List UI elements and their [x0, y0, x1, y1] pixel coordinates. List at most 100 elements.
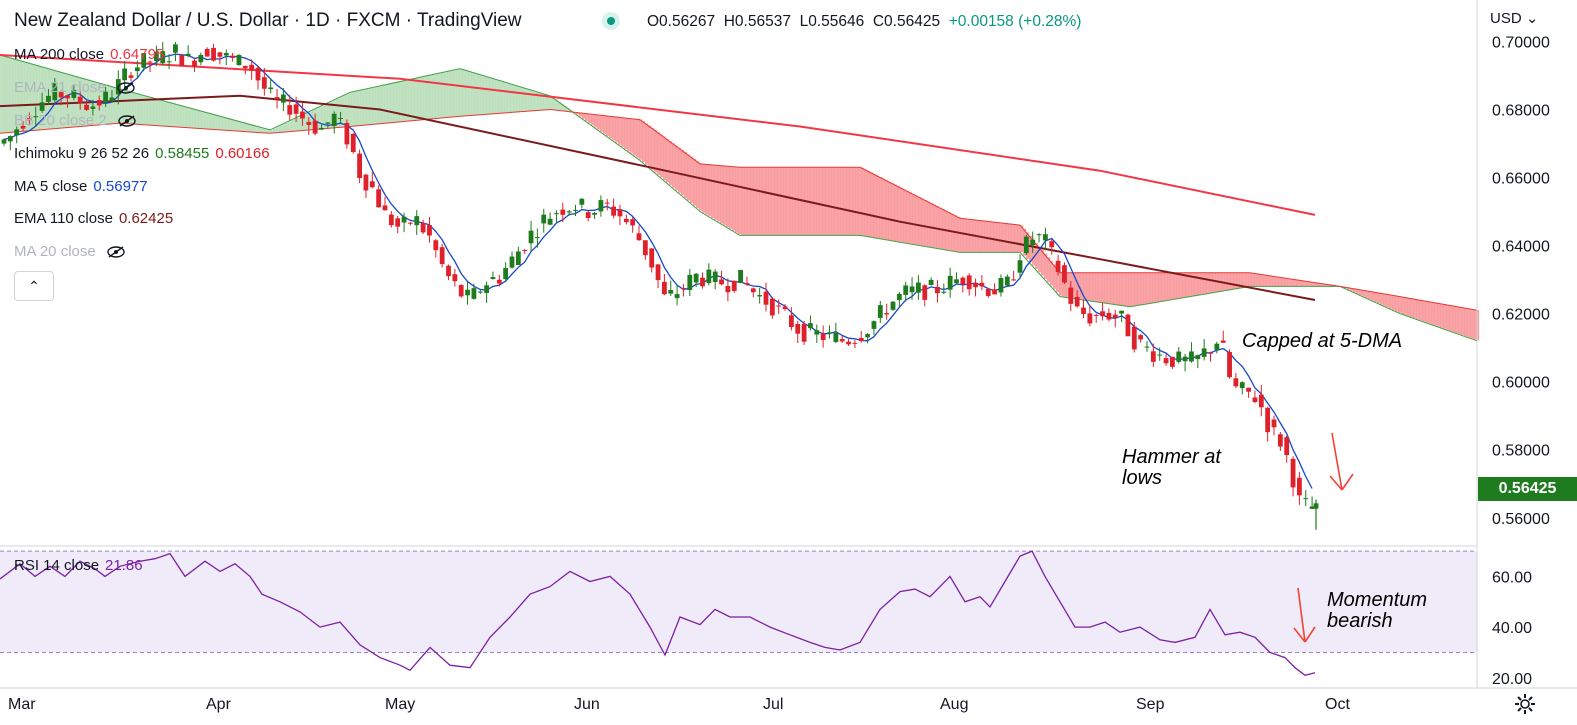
- candle-up: [490, 277, 496, 280]
- candle-down: [522, 249, 528, 251]
- cloud-segment: [405, 80, 409, 122]
- cloud-segment: [540, 92, 544, 111]
- cloud-segment: [255, 125, 259, 133]
- candle-up: [712, 271, 718, 282]
- candle-down: [1170, 356, 1175, 367]
- candle-up: [535, 237, 540, 239]
- cloud-segment: [918, 196, 922, 246]
- cloud-segment: [1083, 272, 1087, 300]
- cloud-segment: [1230, 272, 1234, 290]
- candle-up: [1030, 239, 1036, 246]
- cloud-segment: [216, 115, 220, 130]
- cloud-segment: [1134, 272, 1138, 307]
- currency-label: USD: [1490, 10, 1522, 27]
- cloud-segment: [276, 127, 280, 133]
- cloud-segment: [1377, 292, 1381, 304]
- legend-bb20-label: BB 20 close 2: [14, 112, 107, 129]
- settings-gear-icon[interactable]: [1514, 693, 1536, 715]
- hidden-eye-icon[interactable]: [116, 82, 136, 94]
- cloud-segment: [582, 113, 586, 119]
- cloud-segment: [750, 167, 754, 236]
- candle-up: [598, 200, 604, 212]
- cloud-segment: [879, 176, 883, 239]
- cloud-segment: [327, 103, 331, 129]
- cloud-segment: [675, 145, 679, 191]
- candle-up: [896, 293, 902, 300]
- cloud-segment: [558, 101, 562, 111]
- cloud-segment: [1290, 278, 1294, 287]
- cloud-segment: [1347, 287, 1351, 290]
- cloud-segment: [204, 111, 208, 129]
- cloud-segment: [1098, 272, 1102, 303]
- cloud-segment: [63, 72, 67, 128]
- cloud-segment: [786, 167, 790, 236]
- candle-down: [1074, 296, 1080, 307]
- cloud-segment: [636, 119, 640, 158]
- legend-rsi[interactable]: RSI 14 close 21.86: [14, 557, 143, 574]
- candle-down: [617, 209, 623, 217]
- cloud-segment: [528, 89, 532, 112]
- cloud-segment: [603, 115, 607, 134]
- candle-down: [935, 286, 940, 294]
- candle-up: [573, 209, 578, 211]
- cloud-segment: [930, 203, 934, 248]
- cloud-segment: [1152, 272, 1156, 304]
- cloud-segment: [237, 120, 241, 132]
- cloud-segment: [648, 125, 652, 168]
- collapse-legend-button[interactable]: ⌃: [14, 271, 54, 301]
- cloud-segment: [495, 79, 499, 114]
- cloud-segment: [1179, 272, 1183, 299]
- cloud-segment: [768, 167, 772, 236]
- cloud-segment: [1239, 272, 1243, 289]
- candle-down: [388, 214, 394, 226]
- legend-ema110[interactable]: EMA 110 close 0.62425: [14, 210, 173, 227]
- cloud-segment: [858, 167, 862, 236]
- candle-up: [693, 273, 699, 283]
- cloud-segment: [1305, 281, 1309, 287]
- legend-rsi-value: 21.86: [105, 557, 143, 574]
- cloud-segment: [543, 93, 547, 110]
- cloud-segment: [1194, 272, 1198, 296]
- legend-ma5[interactable]: MA 5 close 0.56977: [14, 178, 148, 195]
- candle-up: [808, 323, 813, 329]
- cloud-segment: [1191, 272, 1195, 297]
- cloud-segment: [693, 158, 697, 206]
- hidden-eye-icon[interactable]: [106, 246, 126, 258]
- legend-bb20[interactable]: BB 20 close 2: [14, 112, 137, 129]
- cloud-segment: [831, 167, 835, 236]
- legend-ma5-value: 0.56977: [93, 178, 148, 195]
- cloud-segment: [1446, 304, 1450, 330]
- cloud-segment: [711, 164, 715, 219]
- cloud-segment: [1269, 275, 1273, 287]
- cloud-segment: [1383, 293, 1387, 306]
- cloud-segment: [1314, 282, 1318, 287]
- market-status-icon[interactable]: [602, 12, 620, 30]
- candle-up: [1119, 310, 1124, 314]
- cloud-segment: [105, 84, 109, 125]
- cloud-segment: [1371, 291, 1375, 301]
- cloud-segment: [963, 218, 967, 253]
- cloud-segment: [498, 80, 502, 114]
- cloud-segment: [1326, 284, 1330, 287]
- hidden-eye-icon[interactable]: [117, 115, 137, 127]
- cloud-segment: [1260, 274, 1264, 287]
- ohlc-readout: O0.56267 H0.56537 L0.55646 C0.56425 +0.0…: [647, 13, 1081, 31]
- time-tick-label: Apr: [206, 696, 232, 713]
- cloud-segment: [933, 204, 937, 248]
- candle-down: [58, 92, 64, 98]
- cloud-segment: [1365, 290, 1369, 298]
- currency-selector[interactable]: USD ⌄: [1490, 9, 1538, 27]
- cloud-segment: [291, 120, 295, 132]
- candle-up: [1195, 355, 1201, 360]
- cloud-segment: [42, 66, 46, 130]
- cloud-segment: [1242, 272, 1246, 288]
- cloud-segment: [258, 126, 262, 133]
- cloud-segment: [726, 166, 730, 228]
- candle-down: [344, 122, 350, 145]
- cloud-segment: [1047, 257, 1051, 283]
- legend-ichimoku[interactable]: Ichimoku 9 26 52 26 0.58455 0.60166: [14, 145, 270, 162]
- legend-ma20[interactable]: MA 20 close: [14, 243, 126, 260]
- legend-ma200[interactable]: MA 200 close 0.64795: [14, 46, 164, 63]
- legend-ema21[interactable]: EMA 21 close: [14, 79, 136, 96]
